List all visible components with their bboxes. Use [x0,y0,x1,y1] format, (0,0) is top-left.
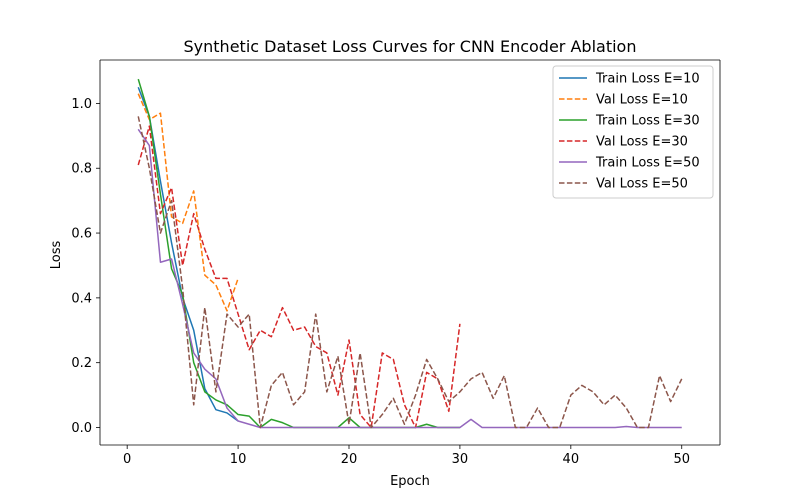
legend-label-2: Val Loss E=10 [596,93,688,108]
y-tick-label: 0.2 [71,356,92,371]
x-tick-label: 30 [452,452,469,467]
series-line-5 [137,128,682,429]
legend-label-5: Train Loss E=50 [595,156,700,171]
y-tick-label: 0.8 [71,162,92,177]
legend: Train Loss E=10 Val Loss E=10 Train Loss E… [552,65,714,199]
x-tick-label: 40 [563,452,580,467]
x-tick-label: 20 [341,452,358,467]
x-tick-label: 50 [673,452,690,467]
x-tick-label: 10 [230,452,247,467]
y-tick-label: 1.0 [71,97,92,112]
chart-title: Synthetic Dataset Loss Curves for CNN En… [184,37,637,56]
legend-label-6: Val Loss E=50 [596,177,688,192]
y-tick-label: 0.6 [71,227,92,242]
series-line-2 [137,93,239,312]
y-tick-label: 0.4 [71,291,92,306]
legend-label-1: Train Loss E=10 [595,72,700,87]
series-line-4 [137,125,461,429]
series-layer [137,78,683,429]
legend-box [552,65,714,199]
series-line-1 [137,86,239,422]
y-axis-label: Loss [49,241,64,270]
legend-label-3: Train Loss E=30 [595,114,700,129]
x-tick-label: 0 [123,452,131,467]
y-tick-label: 0.0 [71,421,92,436]
series-line-6 [137,116,683,429]
x-axis-label: Epoch [390,474,430,489]
axes-layer: 0 10 20 30 40 50 0.0 0.2 0.4 0.6 0.8 1.0 [71,59,721,467]
legend-label-4: Val Loss E=30 [596,135,688,150]
